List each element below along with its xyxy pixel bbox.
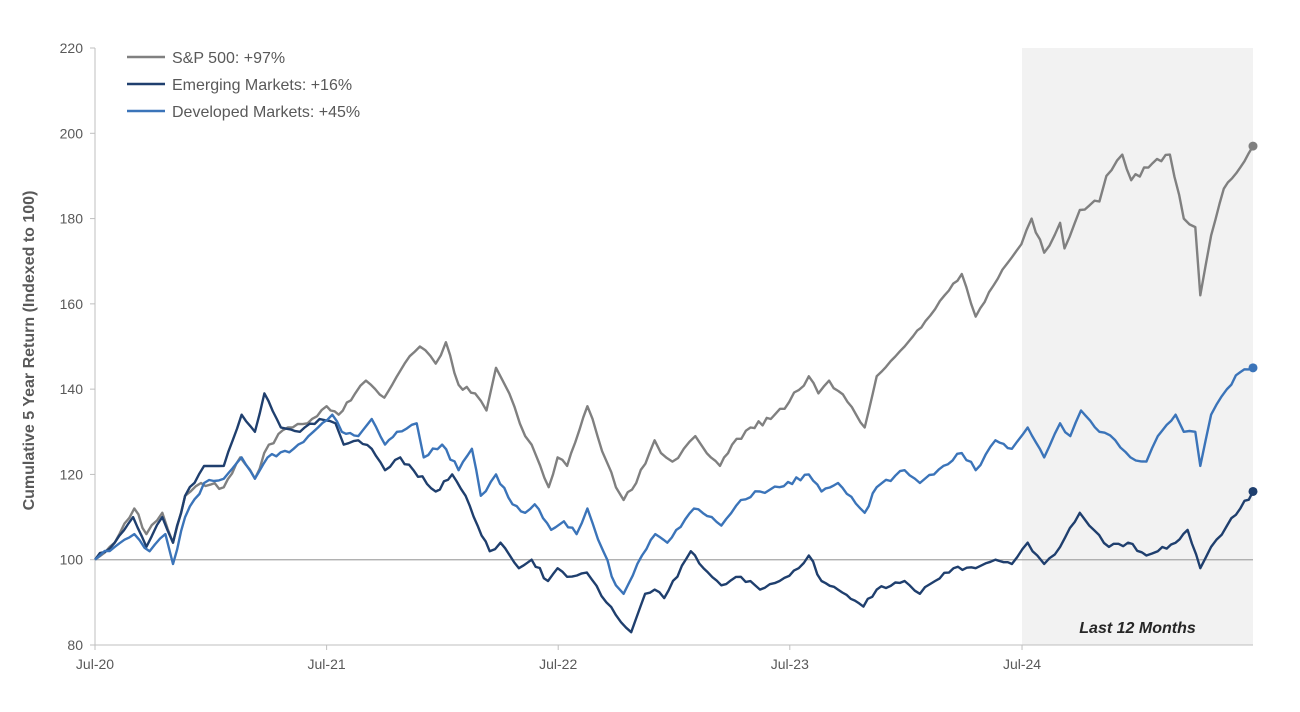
x-axis-ticks: Jul-20 Jul-21 Jul-22 Jul-23 Jul-24 xyxy=(76,645,1041,672)
x-tick-label: Jul-22 xyxy=(539,656,577,672)
y-axis-label: Cumulative 5 Year Return (Indexed to 100… xyxy=(21,191,38,511)
series-end-marker-0 xyxy=(1248,141,1258,151)
legend-label-0: S&P 500: +97% xyxy=(172,50,285,67)
x-tick-label: Jul-23 xyxy=(771,656,809,672)
series-end-marker-1 xyxy=(1248,486,1258,496)
x-tick-label: Jul-21 xyxy=(308,656,346,672)
legend: S&P 500: +97% Emerging Markets: +16% Devel… xyxy=(127,50,360,121)
y-tick-label: 80 xyxy=(67,637,83,653)
series-end-marker-2 xyxy=(1248,363,1258,373)
y-tick-label: 200 xyxy=(60,125,84,141)
series-lines xyxy=(94,141,1258,634)
legend-label-1: Emerging Markets: +16% xyxy=(172,77,352,94)
y-tick-label: 100 xyxy=(60,552,84,568)
y-axis-ticks: 80 100 120 140 160 180 200 220 xyxy=(60,40,95,653)
series-line-2 xyxy=(94,366,1254,595)
shaded-region-label: Last 12 Months xyxy=(1079,620,1196,637)
shaded-region xyxy=(1022,48,1253,645)
legend-label-2: Developed Markets: +45% xyxy=(172,104,360,121)
y-tick-label: 160 xyxy=(60,296,84,312)
y-tick-label: 180 xyxy=(60,211,84,227)
y-tick-label: 120 xyxy=(60,466,84,482)
y-tick-label: 140 xyxy=(60,381,84,397)
x-tick-label: Jul-24 xyxy=(1003,656,1041,672)
x-tick-label: Jul-20 xyxy=(76,656,114,672)
series-line-1 xyxy=(94,392,1255,634)
y-tick-label: 220 xyxy=(60,40,84,56)
series-line-0 xyxy=(94,145,1255,561)
